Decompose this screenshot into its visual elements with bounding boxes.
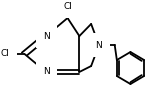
Text: N: N — [96, 41, 102, 50]
Text: N: N — [43, 32, 49, 40]
Text: Cl: Cl — [63, 2, 72, 10]
Text: N: N — [43, 68, 49, 76]
Text: Cl: Cl — [0, 50, 9, 58]
